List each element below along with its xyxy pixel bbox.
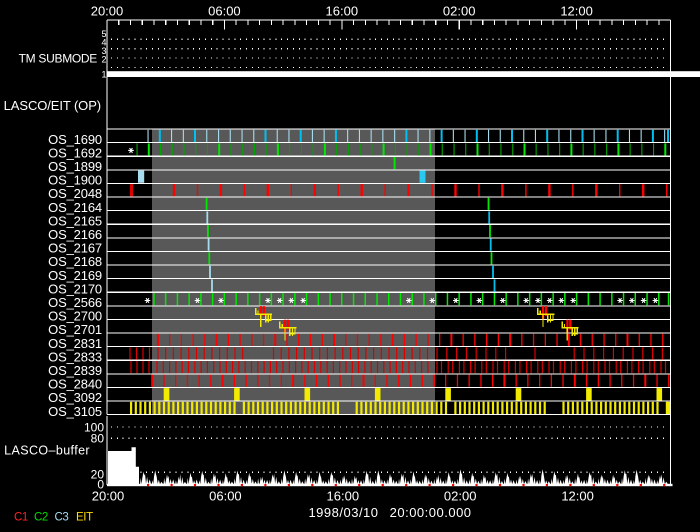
- svg-text:C1: C1: [14, 512, 28, 524]
- svg-text:02:00: 02:00: [444, 489, 477, 504]
- svg-text:06:00: 06:00: [208, 4, 241, 19]
- svg-text:16:00: 16:00: [326, 4, 359, 19]
- svg-text:2: 2: [101, 55, 106, 65]
- svg-text:1998/03/10 20:00:00.000: 1998/03/10 20:00:00.000: [308, 505, 471, 520]
- svg-text:12:00: 12:00: [561, 489, 594, 504]
- svg-text:LASCO–buffer: LASCO–buffer: [4, 444, 90, 458]
- svg-text:3: 3: [101, 46, 106, 56]
- svg-text:OS_1899: OS_1899: [48, 159, 102, 174]
- svg-text:20: 20: [91, 468, 105, 482]
- svg-text:0: 0: [97, 478, 104, 492]
- svg-text:LASCO/EIT (OP): LASCO/EIT (OP): [4, 98, 101, 113]
- svg-text:C2: C2: [34, 512, 48, 524]
- svg-text:C3: C3: [55, 512, 69, 524]
- svg-text:OS_2169: OS_2169: [48, 268, 102, 283]
- svg-text:OS_2165: OS_2165: [48, 213, 102, 228]
- svg-text:100: 100: [84, 421, 104, 435]
- svg-text:16:00: 16:00: [327, 489, 360, 504]
- svg-text:OS_3105: OS_3105: [48, 404, 102, 419]
- svg-text:12:00: 12:00: [560, 4, 593, 19]
- svg-text:OS_2839: OS_2839: [48, 363, 102, 378]
- svg-text:OS_1900: OS_1900: [48, 173, 102, 188]
- svg-text:OS_2701: OS_2701: [48, 322, 102, 337]
- svg-text:OS_2840: OS_2840: [48, 377, 102, 392]
- svg-text:80: 80: [91, 431, 105, 445]
- svg-text:OS_1692: OS_1692: [48, 145, 102, 160]
- svg-text:EIT: EIT: [76, 512, 93, 524]
- svg-text:OS_2831: OS_2831: [48, 336, 102, 351]
- svg-text:20:00: 20:00: [91, 4, 124, 19]
- svg-text:02:00: 02:00: [443, 4, 476, 19]
- svg-text:OS_2166: OS_2166: [48, 227, 102, 242]
- svg-text:OS_2700: OS_2700: [48, 309, 102, 324]
- svg-text:OS_2164: OS_2164: [48, 200, 102, 215]
- svg-text:OS_2168: OS_2168: [48, 254, 102, 269]
- svg-text:TM SUBMODE: TM SUBMODE: [19, 52, 98, 66]
- svg-text:06:00: 06:00: [209, 489, 242, 504]
- svg-text:OS_2167: OS_2167: [48, 241, 102, 256]
- svg-text:20:00: 20:00: [92, 489, 125, 504]
- svg-text:OS_2170: OS_2170: [48, 281, 102, 296]
- svg-text:1: 1: [101, 70, 106, 80]
- svg-text:OS_2048: OS_2048: [48, 186, 102, 201]
- svg-text:OS_2566: OS_2566: [48, 295, 102, 310]
- svg-text:5: 5: [101, 29, 106, 39]
- svg-text:OS_1690: OS_1690: [48, 132, 102, 147]
- svg-text:4: 4: [101, 38, 106, 48]
- svg-text:OS_2833: OS_2833: [48, 349, 102, 364]
- svg-text:OS_3092: OS_3092: [48, 390, 102, 405]
